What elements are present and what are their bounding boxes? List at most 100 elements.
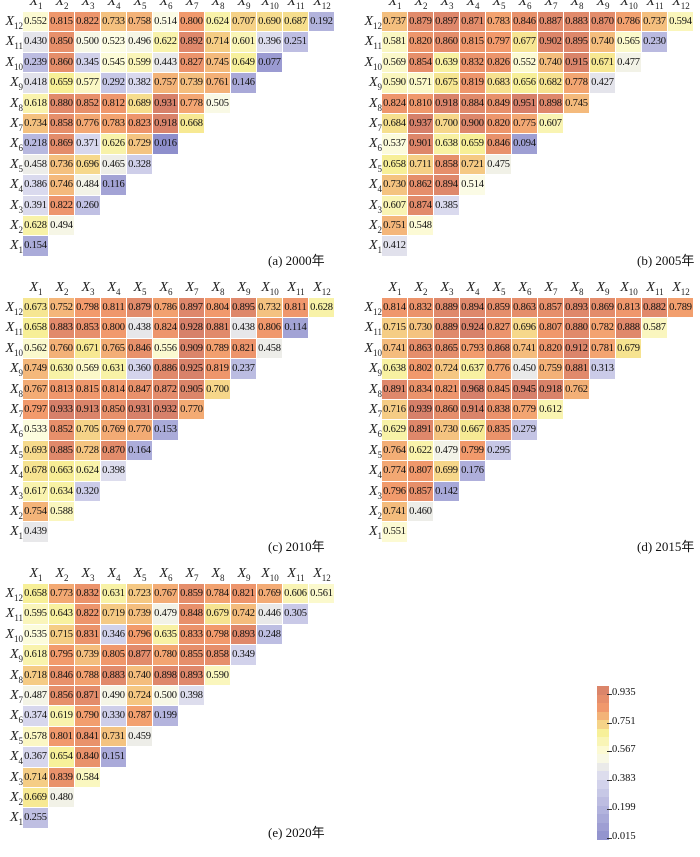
heatmap-cell: 0.450 — [512, 359, 537, 379]
heatmap-cell: 0.769 — [257, 584, 282, 604]
heatmap-cell: 0.479 — [153, 604, 178, 624]
heatmap-cell: 0.895 — [231, 298, 256, 318]
heatmap-cell: 0.696 — [75, 154, 100, 175]
heatmap-cell: 0.412 — [382, 236, 407, 256]
colorbar-tick-mark — [607, 694, 612, 695]
colorbar-segment — [597, 754, 609, 763]
column-label: X11 — [646, 0, 664, 11]
heatmap-cell: 0.668 — [179, 114, 204, 134]
heatmap-cell: 0.581 — [382, 32, 407, 52]
row-label: X2 — [368, 504, 382, 521]
heatmap-cell: 0.730 — [382, 175, 407, 195]
heatmap-cell: 0.815 — [460, 32, 485, 52]
heatmap-cell: 0.630 — [49, 359, 74, 379]
heatmap-cell: 0.798 — [205, 624, 230, 645]
heatmap-cell: 0.295 — [486, 440, 511, 461]
row-label: X5 — [368, 156, 382, 174]
heatmap-cell: 0.928 — [179, 318, 204, 338]
heatmap-cell: 0.458 — [23, 154, 48, 175]
colorbar-tick-mark — [607, 837, 612, 839]
colorbar-segment — [597, 703, 609, 712]
heatmap-cell: 0.863 — [408, 338, 433, 359]
column-label: X10 — [620, 280, 638, 297]
heatmap-cell: 0.679 — [205, 604, 230, 624]
heatmap-cell: 0.745 — [205, 52, 230, 73]
row-label: X6 — [368, 136, 382, 154]
colorbar-segment — [597, 737, 609, 746]
heatmap-cell: 0.260 — [75, 195, 100, 215]
heatmap-cell: 0.346 — [101, 624, 126, 645]
heatmap-cell: 0.599 — [127, 52, 152, 73]
heatmap-cell: 0.667 — [460, 420, 485, 440]
row-label: X4 — [368, 177, 382, 194]
heatmap-cell: 0.569 — [382, 52, 407, 73]
heatmap-cell: 0.490 — [101, 686, 126, 706]
column-label: X4 — [107, 0, 121, 11]
heatmap-cell: 0.933 — [49, 400, 74, 420]
heatmap-cell: 0.800 — [101, 318, 126, 338]
colorbar-segment — [597, 780, 609, 789]
column-label: X9 — [237, 0, 251, 11]
heatmap-cell: 0.595 — [23, 604, 48, 624]
heatmap-cell: 0.846 — [49, 665, 74, 685]
heatmap-cell: 0.902 — [538, 32, 563, 52]
heatmap-cell: 0.732 — [257, 298, 282, 318]
colorbar — [597, 686, 609, 840]
heatmap-cell: 0.807 — [538, 318, 563, 338]
heatmap-cell: 0.396 — [257, 32, 282, 52]
heatmap-cell: 0.371 — [75, 134, 100, 154]
heatmap-cell: 0.446 — [257, 604, 282, 624]
heatmap-cell: 0.731 — [101, 726, 126, 747]
heatmap-cell: 0.754 — [23, 502, 48, 522]
row-label: X7 — [368, 402, 382, 419]
heatmap-cell: 0.812 — [101, 93, 126, 113]
row-label: X1 — [9, 238, 23, 256]
heatmap-cell: 0.782 — [590, 318, 615, 338]
heatmap-cell: 0.841 — [75, 726, 100, 747]
heatmap-cell: 0.894 — [434, 175, 459, 195]
column-label: X8 — [570, 0, 584, 11]
heatmap-cell: 0.789 — [205, 338, 230, 359]
heatmap-cell: 0.871 — [460, 12, 485, 32]
row-label: X8 — [368, 95, 382, 113]
heatmap-cell: 0.678 — [23, 461, 48, 481]
heatmap-cell: 0.639 — [434, 52, 459, 73]
heatmap-cell: 0.578 — [23, 726, 48, 747]
heatmap-cell: 0.438 — [127, 318, 152, 338]
heatmap-cell: 0.634 — [49, 481, 74, 501]
heatmap-cell: 0.819 — [460, 73, 485, 93]
column-label: X11 — [287, 280, 305, 297]
heatmap-cell: 0.860 — [434, 400, 459, 420]
column-label: X11 — [287, 0, 305, 11]
heatmap-cell: 0.724 — [434, 359, 459, 379]
heatmap-cell: 0.649 — [231, 52, 256, 73]
heatmap-cell: 0.330 — [101, 706, 126, 726]
heatmap-cell: 0.626 — [101, 134, 126, 154]
column-label: X6 — [159, 0, 173, 11]
heatmap-cell: 0.643 — [49, 604, 74, 624]
row-label: X2 — [9, 218, 23, 235]
heatmap-cell: 0.831 — [75, 624, 100, 645]
heatmap-cell: 0.786 — [153, 298, 178, 318]
heatmap-cell: 0.565 — [616, 32, 641, 52]
column-label: X12 — [672, 280, 690, 297]
row-label: X5 — [368, 442, 382, 460]
heatmap-cell: 0.398 — [101, 461, 126, 481]
heatmap-cell: 0.716 — [382, 400, 407, 420]
colorbar-segment — [597, 686, 609, 695]
heatmap-cell: 0.874 — [408, 195, 433, 215]
heatmap-cell: 0.760 — [49, 338, 74, 359]
heatmap-cell: 0.545 — [101, 52, 126, 73]
heatmap-cell: 0.862 — [408, 175, 433, 195]
heatmap-cell: 0.779 — [512, 400, 537, 420]
heatmap-cell: 0.856 — [49, 686, 74, 706]
row-label: X3 — [9, 197, 23, 215]
column-label: X9 — [237, 566, 251, 583]
heatmap-cell: 0.427 — [590, 73, 615, 93]
heatmap-cell: 0.767 — [23, 379, 48, 399]
heatmap-cell: 0.386 — [23, 175, 48, 195]
heatmap-cell: 0.795 — [49, 645, 74, 665]
column-label: X9 — [596, 280, 610, 297]
heatmap-cell: 0.619 — [49, 706, 74, 726]
column-label: X7 — [185, 280, 199, 297]
